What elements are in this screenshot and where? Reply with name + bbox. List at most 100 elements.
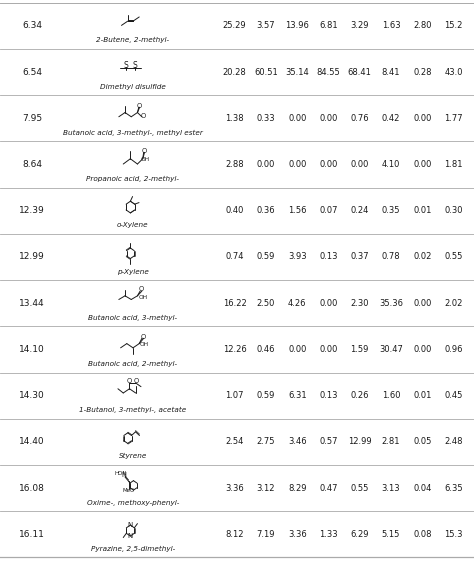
Text: 0.00: 0.00 <box>288 345 306 354</box>
Text: 13.96: 13.96 <box>285 21 309 30</box>
Text: 1.63: 1.63 <box>382 21 401 30</box>
Text: 0.55: 0.55 <box>351 484 369 493</box>
Text: 1.81: 1.81 <box>444 160 463 169</box>
Text: 14.40: 14.40 <box>19 437 45 446</box>
Text: O: O <box>140 113 146 119</box>
Text: 0.37: 0.37 <box>350 252 369 261</box>
Text: 0.36: 0.36 <box>256 206 275 215</box>
Text: 1-Butanol, 3-methyl-, acetate: 1-Butanol, 3-methyl-, acetate <box>79 407 186 413</box>
Text: 12.99: 12.99 <box>348 437 372 446</box>
Text: HON: HON <box>115 471 128 476</box>
Text: 3.12: 3.12 <box>256 484 275 493</box>
Text: 0.07: 0.07 <box>319 206 338 215</box>
Text: 0.00: 0.00 <box>413 114 431 123</box>
Text: 0.46: 0.46 <box>256 345 275 354</box>
Text: 3.36: 3.36 <box>225 484 244 493</box>
Text: 0.01: 0.01 <box>413 206 431 215</box>
Text: 0.40: 0.40 <box>226 206 244 215</box>
Text: 1.59: 1.59 <box>351 345 369 354</box>
Text: 7.95: 7.95 <box>22 114 42 123</box>
Text: 3.29: 3.29 <box>350 21 369 30</box>
Text: 0.00: 0.00 <box>319 160 337 169</box>
Text: OH: OH <box>139 295 148 300</box>
Text: 12.99: 12.99 <box>19 252 45 261</box>
Text: O: O <box>141 334 146 339</box>
Text: 6.54: 6.54 <box>22 68 42 77</box>
Text: 2.48: 2.48 <box>444 437 463 446</box>
Text: O: O <box>139 287 144 293</box>
Text: 2.81: 2.81 <box>382 437 401 446</box>
Text: N: N <box>121 472 126 479</box>
Text: 60.51: 60.51 <box>254 68 278 77</box>
Text: 2.88: 2.88 <box>225 160 244 169</box>
Text: Oxime-, methoxy-phenyl-: Oxime-, methoxy-phenyl- <box>87 499 179 506</box>
Text: 35.14: 35.14 <box>285 68 309 77</box>
Text: 0.55: 0.55 <box>445 252 463 261</box>
Text: 6.34: 6.34 <box>22 21 42 30</box>
Text: 84.55: 84.55 <box>317 68 340 77</box>
Text: O: O <box>141 148 147 154</box>
Text: 5.15: 5.15 <box>382 530 400 539</box>
Text: 2.02: 2.02 <box>445 299 463 308</box>
Text: 0.04: 0.04 <box>413 484 431 493</box>
Text: OH: OH <box>140 342 149 347</box>
Text: 0.96: 0.96 <box>444 345 463 354</box>
Text: MeO: MeO <box>122 488 135 493</box>
Text: 3.46: 3.46 <box>288 437 307 446</box>
Text: 3.36: 3.36 <box>288 530 307 539</box>
Text: 16.22: 16.22 <box>223 299 246 308</box>
Text: 0.13: 0.13 <box>319 391 338 400</box>
Text: 1.33: 1.33 <box>319 530 338 539</box>
Text: O: O <box>137 102 142 109</box>
Text: 15.2: 15.2 <box>445 21 463 30</box>
Text: 3.93: 3.93 <box>288 252 307 261</box>
Text: 4.10: 4.10 <box>382 160 400 169</box>
Text: 0.01: 0.01 <box>413 391 431 400</box>
Text: 0.05: 0.05 <box>413 437 431 446</box>
Text: 0.00: 0.00 <box>413 160 431 169</box>
Text: 0.26: 0.26 <box>350 391 369 400</box>
Text: 0.47: 0.47 <box>319 484 338 493</box>
Text: Butanoic acid, 2-methyl-: Butanoic acid, 2-methyl- <box>88 361 177 367</box>
Text: 25.29: 25.29 <box>223 21 246 30</box>
Text: O: O <box>134 378 139 385</box>
Text: 6.35: 6.35 <box>444 484 463 493</box>
Text: Propanoic acid, 2-methyl-: Propanoic acid, 2-methyl- <box>86 176 179 182</box>
Text: 0.24: 0.24 <box>351 206 369 215</box>
Text: 20.28: 20.28 <box>223 68 246 77</box>
Text: 68.41: 68.41 <box>348 68 372 77</box>
Text: 7.19: 7.19 <box>256 530 275 539</box>
Text: 0.45: 0.45 <box>445 391 463 400</box>
Text: Butanoic acid, 3-methyl-: Butanoic acid, 3-methyl- <box>88 315 177 321</box>
Text: N: N <box>128 533 133 539</box>
Text: 0.59: 0.59 <box>257 391 275 400</box>
Text: 2-Butene, 2-methyl-: 2-Butene, 2-methyl- <box>96 37 169 43</box>
Text: 0.00: 0.00 <box>319 345 337 354</box>
Text: 2.54: 2.54 <box>226 437 244 446</box>
Text: 1.56: 1.56 <box>288 206 307 215</box>
Text: OH: OH <box>141 157 150 162</box>
Text: 8.64: 8.64 <box>22 160 42 169</box>
Text: 0.13: 0.13 <box>319 252 338 261</box>
Text: 0.33: 0.33 <box>256 114 275 123</box>
Text: 0.00: 0.00 <box>319 299 337 308</box>
Text: 13.44: 13.44 <box>19 299 45 308</box>
Text: 0.59: 0.59 <box>257 252 275 261</box>
Text: 14.30: 14.30 <box>19 391 45 400</box>
Text: 0.42: 0.42 <box>382 114 400 123</box>
Text: 15.3: 15.3 <box>444 530 463 539</box>
Text: 0.00: 0.00 <box>413 345 431 354</box>
Text: 16.11: 16.11 <box>19 530 45 539</box>
Text: 1.38: 1.38 <box>225 114 244 123</box>
Text: 0.78: 0.78 <box>382 252 401 261</box>
Text: 6.29: 6.29 <box>350 530 369 539</box>
Text: 0.02: 0.02 <box>413 252 431 261</box>
Text: 8.41: 8.41 <box>382 68 401 77</box>
Text: 43.0: 43.0 <box>444 68 463 77</box>
Text: 0.35: 0.35 <box>382 206 401 215</box>
Text: o-Xylene: o-Xylene <box>117 222 148 229</box>
Text: 2.50: 2.50 <box>257 299 275 308</box>
Text: 14.10: 14.10 <box>19 345 45 354</box>
Text: Pyrazine, 2,5-dimethyl-: Pyrazine, 2,5-dimethyl- <box>91 546 175 552</box>
Text: p-Xylene: p-Xylene <box>117 269 149 275</box>
